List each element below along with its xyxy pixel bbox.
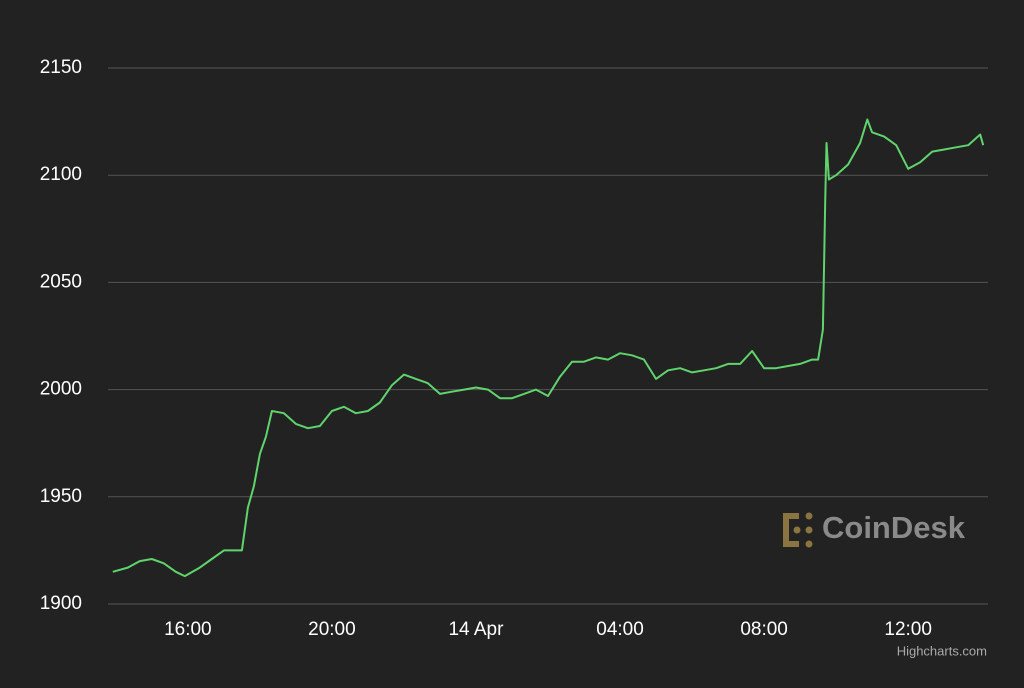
- x-tick-label: 14 Apr: [448, 619, 504, 640]
- price-line: [112, 118, 985, 578]
- y-tick-label: 1950: [40, 486, 82, 507]
- credits: Highcharts.com: [897, 643, 987, 658]
- x-tick-label: 08:00: [740, 619, 788, 640]
- y-tick-label: 2050: [40, 271, 82, 292]
- y-tick-label: 1900: [40, 593, 82, 614]
- x-tick-label: 16:00: [164, 619, 212, 640]
- watermark: CoinDesk: [822, 510, 966, 545]
- y-tick-label: 2000: [40, 379, 82, 400]
- x-tick-label: 12:00: [884, 619, 932, 640]
- watermark-logo: [783, 512, 813, 548]
- y-tick-label: 2100: [40, 164, 82, 185]
- x-tick-label: 04:00: [596, 619, 644, 640]
- y-tick-label: 2150: [40, 57, 82, 78]
- x-tick-label: 20:00: [308, 619, 356, 640]
